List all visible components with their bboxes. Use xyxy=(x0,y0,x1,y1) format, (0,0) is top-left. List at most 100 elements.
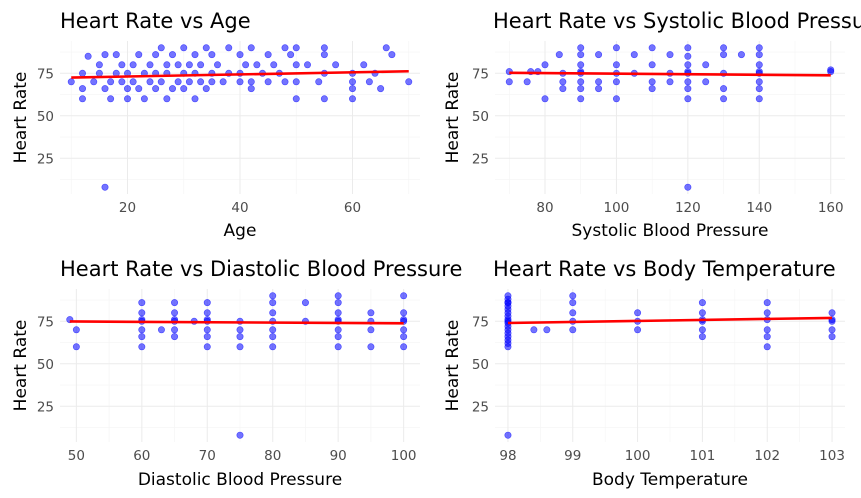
data-point xyxy=(171,309,179,317)
data-point xyxy=(634,309,642,317)
data-point xyxy=(595,85,603,93)
data-point xyxy=(755,78,763,86)
data-point xyxy=(334,309,342,317)
chart-panel-4: 98 99 100 101 102 103 25 50 75 Heart Rate vs Body… xyxy=(443,257,845,490)
x-axis-label: Systolic Blood Pressure xyxy=(572,221,769,241)
data-point xyxy=(157,44,165,52)
data-point xyxy=(138,299,146,307)
data-point xyxy=(171,299,179,307)
data-point xyxy=(648,44,656,52)
data-point xyxy=(163,61,171,69)
data-point xyxy=(530,326,538,334)
data-point xyxy=(202,85,210,93)
data-point xyxy=(138,326,146,334)
data-point xyxy=(185,61,193,69)
data-point xyxy=(163,95,171,103)
trend-line xyxy=(71,69,409,79)
chart-panel-1: 20 40 60 25 50 75 Heart Rate vs Age Age Heart Ra… xyxy=(11,9,420,241)
data-point xyxy=(400,309,408,317)
data-point xyxy=(129,61,137,69)
data-point xyxy=(79,95,87,103)
data-point xyxy=(755,61,763,69)
data-point xyxy=(301,299,309,307)
data-point xyxy=(828,309,836,317)
data-point xyxy=(287,51,295,59)
data-point xyxy=(203,333,211,341)
data-point xyxy=(169,51,177,59)
data-point xyxy=(124,95,132,103)
x-tick-label: 40 xyxy=(231,200,248,216)
data-point xyxy=(755,51,763,59)
data-point xyxy=(152,51,160,59)
data-point xyxy=(191,95,199,103)
data-point xyxy=(720,44,728,52)
data-point xyxy=(269,299,277,307)
data-point xyxy=(684,183,692,191)
data-point xyxy=(152,85,160,93)
data-point xyxy=(698,299,706,307)
x-tick-label: 100 xyxy=(391,448,417,464)
y-tick-label: 50 xyxy=(37,357,54,373)
y-axis-label: Heart Rate xyxy=(11,72,31,164)
data-point xyxy=(191,51,199,59)
x-tick-label: 102 xyxy=(754,448,780,464)
y-tick-label: 75 xyxy=(472,314,489,330)
y-axis-label: Heart Rate xyxy=(443,72,463,164)
y-tick-label: 50 xyxy=(472,109,489,125)
data-point xyxy=(95,61,103,69)
data-point xyxy=(146,61,154,69)
data-point xyxy=(755,95,763,103)
data-point xyxy=(755,44,763,52)
data-point xyxy=(138,333,146,341)
data-point xyxy=(269,292,277,300)
chart-title: Heart Rate vs Age xyxy=(60,9,251,33)
data-point xyxy=(569,309,577,317)
data-point xyxy=(292,44,300,52)
x-tick-label: 120 xyxy=(675,200,701,216)
data-point xyxy=(702,61,710,69)
data-point xyxy=(666,78,674,86)
data-point xyxy=(828,326,836,334)
data-point xyxy=(202,44,210,52)
data-point xyxy=(84,52,92,60)
data-point xyxy=(292,78,300,86)
data-point xyxy=(208,51,216,59)
data-point xyxy=(95,69,103,77)
data-point xyxy=(666,51,674,59)
data-point xyxy=(684,52,692,60)
data-point xyxy=(236,326,244,334)
data-point xyxy=(236,51,244,59)
data-point xyxy=(320,44,328,52)
chart-title: Heart Rate vs Diastolic Blood Pressure xyxy=(60,257,462,281)
data-point xyxy=(90,78,98,86)
data-point xyxy=(555,51,563,59)
data-point xyxy=(400,333,408,341)
data-point xyxy=(348,85,356,93)
data-point xyxy=(140,95,148,103)
data-point xyxy=(559,78,567,86)
data-point xyxy=(101,183,109,191)
data-point xyxy=(197,61,205,69)
data-point xyxy=(541,61,549,69)
data-point xyxy=(720,51,728,59)
data-point xyxy=(577,51,585,59)
data-point xyxy=(828,333,836,341)
x-tick-label: 60 xyxy=(133,448,150,464)
data-point xyxy=(348,95,356,103)
data-point xyxy=(129,78,137,86)
data-point xyxy=(315,78,323,86)
data-point xyxy=(320,95,328,103)
x-axis-label: Diastolic Blood Pressure xyxy=(138,470,342,490)
chart-title: Heart Rate vs Body Temperature xyxy=(493,257,836,281)
data-point xyxy=(236,431,244,439)
data-point xyxy=(504,343,512,351)
y-tick-label: 50 xyxy=(37,109,54,125)
data-point xyxy=(72,326,80,334)
data-point xyxy=(270,61,278,69)
data-point xyxy=(360,61,368,69)
data-point xyxy=(698,326,706,334)
data-point xyxy=(720,95,728,103)
data-point xyxy=(236,78,244,86)
data-point xyxy=(332,61,340,69)
